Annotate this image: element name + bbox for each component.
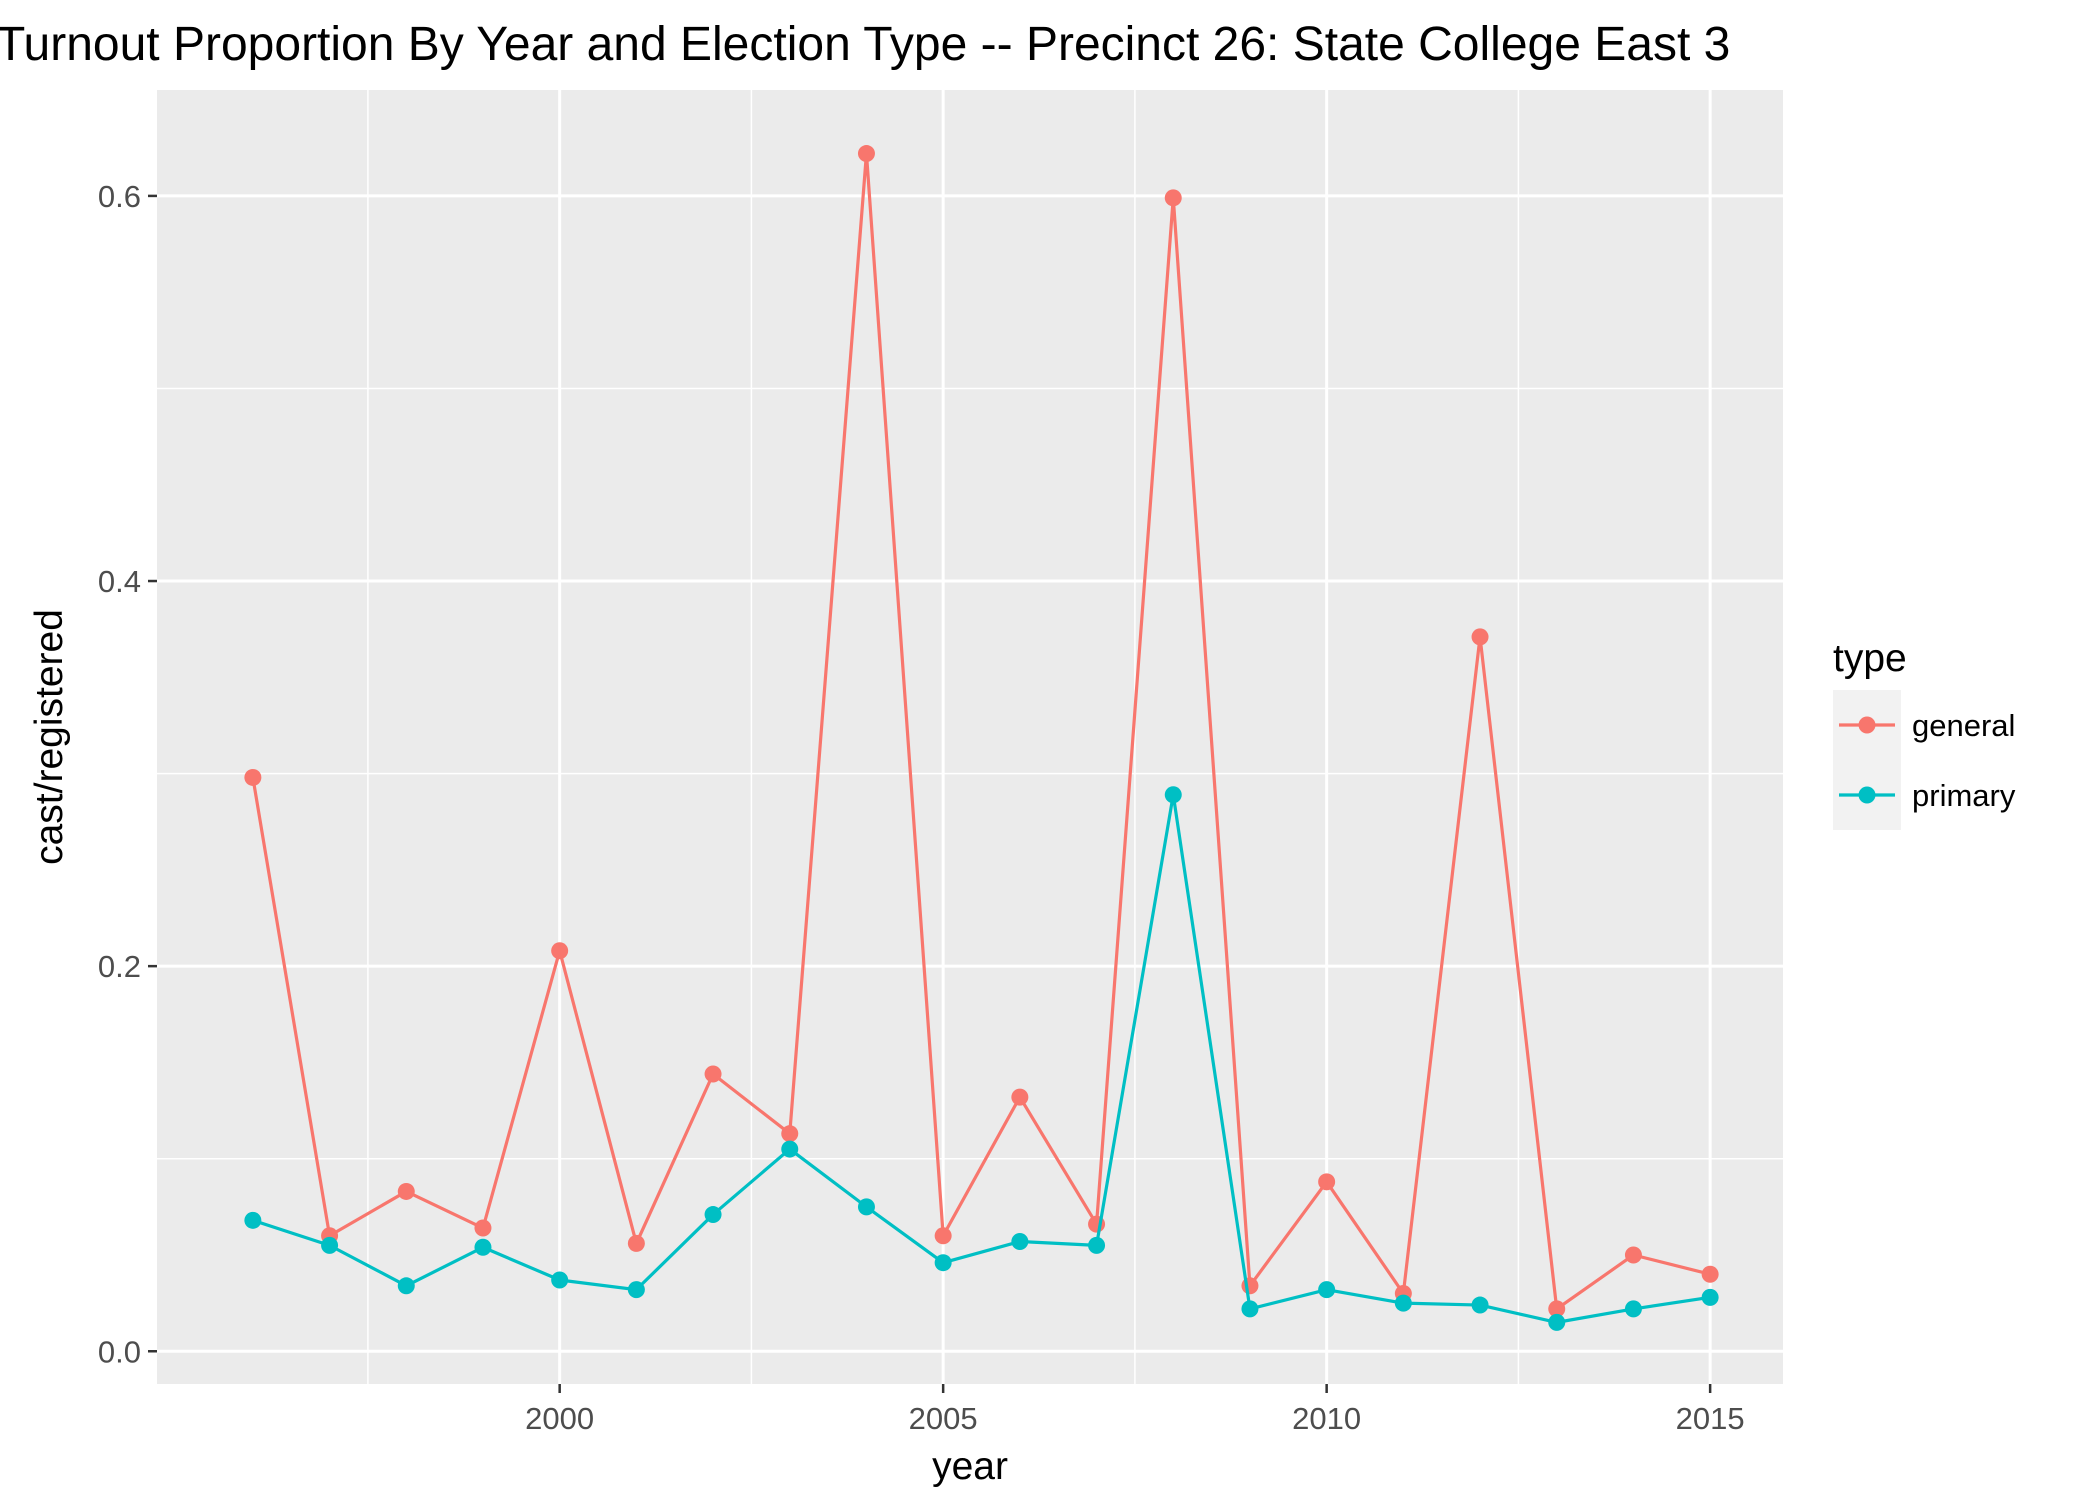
data-point-primary	[1471, 1296, 1489, 1314]
data-point-general	[1318, 1173, 1336, 1191]
y-axis: 0.0 0.2 0.4 0.6	[98, 179, 157, 1369]
data-point-general	[857, 145, 875, 163]
legend: type general primary	[1833, 637, 2016, 830]
x-tick-label: 2005	[909, 1401, 978, 1436]
data-point-primary	[474, 1238, 492, 1256]
data-point-general	[627, 1234, 645, 1252]
series-layer	[244, 145, 1719, 1331]
data-point-primary	[551, 1271, 569, 1289]
y-tick-label: 0.6	[98, 179, 141, 214]
data-point-primary	[321, 1236, 339, 1254]
data-point-general	[397, 1182, 415, 1200]
data-point-primary	[781, 1140, 799, 1158]
x-tick-label: 2015	[1676, 1401, 1745, 1436]
data-point-primary	[934, 1254, 952, 1272]
data-point-general	[1701, 1265, 1719, 1283]
series-primary	[244, 786, 1719, 1331]
data-point-general	[934, 1227, 952, 1245]
data-point-general	[1471, 628, 1489, 646]
y-axis-title: cast/registered	[28, 609, 71, 865]
data-point-general	[1164, 189, 1182, 207]
data-point-primary	[1164, 786, 1182, 804]
legend-items: general primary	[1833, 690, 2016, 830]
legend-key-point	[1858, 786, 1876, 804]
legend-item-general: general	[1833, 690, 2015, 760]
series-line-primary	[252, 793, 1711, 1324]
legend-label-general: general	[1912, 708, 2015, 743]
data-point-primary	[1624, 1300, 1642, 1318]
data-point-general	[1624, 1246, 1642, 1264]
data-point-primary	[1548, 1313, 1566, 1331]
data-point-general	[474, 1219, 492, 1237]
x-tick-label: 2000	[525, 1401, 594, 1436]
data-point-general	[1011, 1088, 1029, 1106]
data-point-primary	[857, 1198, 875, 1216]
data-point-general	[244, 768, 262, 786]
legend-label-primary: primary	[1912, 778, 2016, 813]
series-line-general	[251, 151, 1711, 1311]
data-point-general	[551, 942, 569, 960]
data-point-primary	[1318, 1281, 1336, 1299]
x-axis: 2000 2005 2010 2015	[525, 1384, 1745, 1436]
chart-title: Turnout Proportion By Year and Election …	[0, 18, 1730, 71]
data-point-primary	[1701, 1288, 1719, 1306]
y-tick-label: 0.2	[98, 949, 141, 984]
y-tick-label: 0.0	[98, 1334, 141, 1369]
data-point-primary	[1011, 1233, 1029, 1251]
data-point-general	[1548, 1300, 1566, 1318]
data-point-primary	[1241, 1300, 1259, 1318]
y-tick-label: 0.4	[98, 564, 141, 599]
grid-lines	[157, 90, 1783, 1384]
data-point-primary	[244, 1211, 262, 1229]
data-point-primary	[704, 1206, 722, 1224]
data-point-general	[704, 1065, 722, 1083]
data-point-primary	[1394, 1294, 1412, 1312]
plot-panel	[157, 90, 1783, 1384]
data-point-primary	[627, 1281, 645, 1299]
data-point-primary	[397, 1277, 415, 1295]
data-point-general	[781, 1125, 799, 1143]
x-tick-label: 2010	[1292, 1401, 1361, 1436]
data-point-primary	[1088, 1236, 1106, 1254]
x-axis-title: year	[932, 1445, 1008, 1488]
legend-key-point	[1858, 716, 1876, 734]
legend-title: type	[1833, 637, 1907, 680]
legend-item-primary: primary	[1833, 760, 2016, 830]
